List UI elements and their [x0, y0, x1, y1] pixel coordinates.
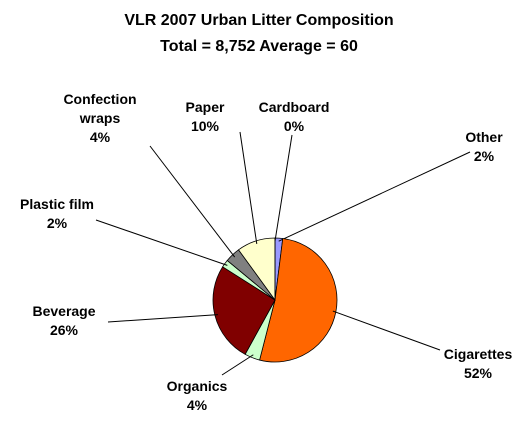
value-label: 0% [283, 118, 305, 134]
category-label: Cigarettes [443, 346, 513, 362]
leader-line [107, 314, 218, 323]
slice-label: Beverage 26% [24, 302, 104, 340]
chart-title: VLR 2007 Urban Litter Composition [124, 12, 394, 29]
leader-line [274, 134, 293, 242]
category-label: Organics [166, 378, 228, 394]
value-label: 52% [463, 365, 493, 381]
pie-slice [212, 266, 276, 355]
category-label: Cardboard [258, 99, 330, 115]
leader-line [221, 354, 254, 376]
value-label: 2% [473, 148, 495, 164]
value-label: 10% [190, 118, 220, 134]
value-label: 4% [89, 129, 111, 145]
leader-line [95, 219, 228, 266]
category-label: Other [465, 129, 503, 145]
slice-label: Paper 10% [175, 98, 235, 136]
value-label: 26% [49, 322, 79, 338]
leader-line [278, 151, 471, 242]
slice-label: Plastic film 2% [7, 195, 107, 233]
category-label: Beverage [32, 303, 96, 319]
slice-label: Other 2% [444, 128, 518, 166]
slice-label: Cardboard 0% [254, 98, 334, 136]
leader-line [239, 131, 258, 245]
value-label: 4% [186, 397, 208, 413]
slice-label: Organics 4% [157, 377, 237, 415]
category-label: Confection wraps [63, 91, 137, 126]
value-label: 2% [46, 215, 68, 231]
slice-label: Confection wraps 4% [60, 90, 140, 147]
slice-label: Cigarettes 52% [433, 345, 518, 383]
chart-subtitle: Total = 8,752 Average = 60 [160, 38, 358, 55]
leader-line [149, 145, 236, 258]
leader-line [332, 310, 441, 351]
category-label: Plastic film [20, 196, 94, 212]
category-label: Paper [185, 99, 225, 115]
